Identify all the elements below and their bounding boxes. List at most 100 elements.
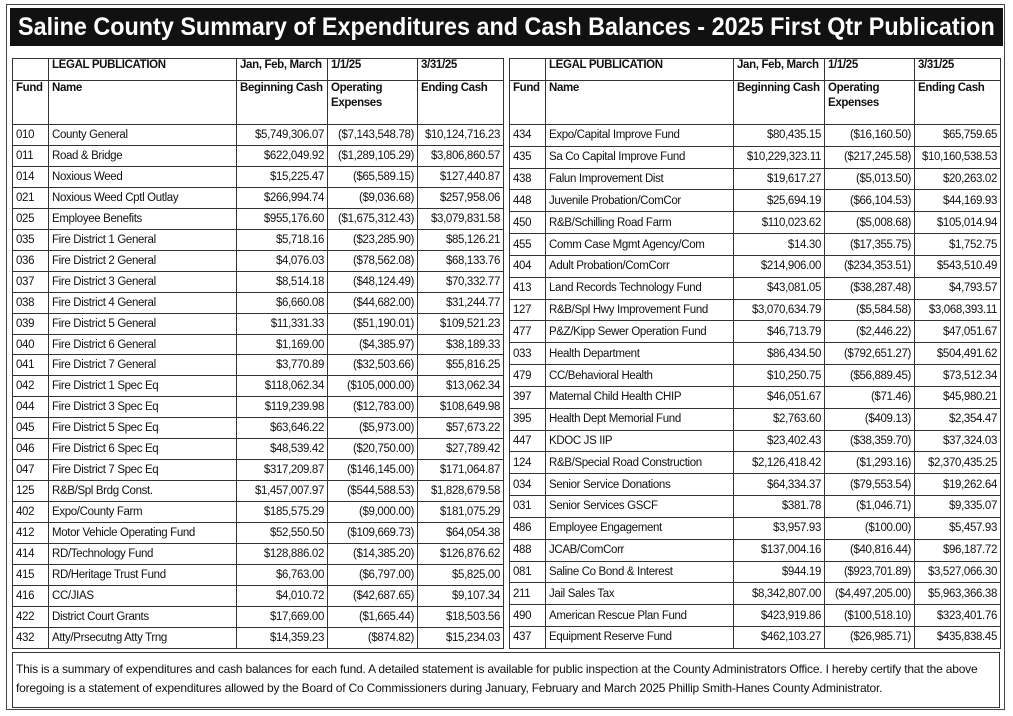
fund-row: 011 Road & Bridge $622,049.92 ($1,289,105.2… (12, 144, 504, 167)
amount-cell: ($409.13) (824, 407, 915, 431)
text-cell: 014 (12, 165, 49, 188)
text-cell: Fire District 3 General (48, 270, 237, 293)
amount-cell: $126,876.62 (417, 543, 504, 566)
amount-cell: ($65,589.15) (327, 165, 418, 188)
header-cell (509, 58, 546, 81)
amount-cell: $13,062.34 (417, 375, 504, 398)
fund-row: 437 Equipment Reserve Fund $462,103.27 ($26… (509, 626, 1001, 649)
header-cell: LEGAL PUBLICATION (48, 58, 237, 81)
amount-cell: $119,239.98 (236, 396, 328, 419)
amount-cell: ($78,562.08) (327, 249, 418, 272)
amount-cell: $3,068,393.11 (914, 298, 1001, 322)
fund-row: 435 Sa Co Capital Improve Fund $10,229,323… (509, 145, 1001, 169)
fund-row: 035 Fire District 1 General $5,718.16 ($23,… (12, 228, 504, 251)
amount-cell: ($7,143,548.78) (327, 124, 418, 146)
text-cell: R&B/Special Road Construction (545, 451, 734, 475)
fund-row: 402 Expo/County Farm $185,575.29 ($9,000.00… (12, 501, 504, 524)
amount-cell: ($923,701.89) (824, 560, 915, 584)
fund-row: 044 Fire District 3 Spec Eq $119,239.98 ($1… (12, 396, 504, 419)
text-cell: R&B/Schilling Road Farm (545, 211, 734, 235)
header-cell: Jan, Feb, March (733, 58, 825, 81)
fund-row: 046 Fire District 6 Spec Eq $48,539.42 ($20… (12, 438, 504, 461)
text-cell: Expo/County Farm (48, 501, 237, 524)
amount-cell: $105,014.94 (914, 211, 1001, 235)
amount-cell: ($5,584.58) (824, 298, 915, 322)
text-cell: 486 (509, 516, 546, 540)
amount-cell: ($5,013.50) (824, 167, 915, 191)
fund-table: LEGAL PUBLICATION Jan, Feb, March 1/1/25 3/… (12, 58, 504, 649)
amount-cell: $109,521.23 (417, 312, 504, 335)
amount-cell: $64,334.37 (733, 473, 825, 497)
amount-cell: $65,759.65 (914, 124, 1001, 147)
text-cell: 412 (12, 522, 49, 545)
amount-cell: $5,963,366.38 (914, 582, 1001, 606)
amount-cell: $3,957.93 (733, 516, 825, 540)
amount-cell: ($17,355.75) (824, 233, 915, 256)
amount-cell: $64,054.38 (417, 522, 504, 545)
text-cell: Sa Co Capital Improve Fund (545, 145, 734, 169)
header-cell: Ending Cash (914, 80, 1001, 125)
amount-cell: ($4,385.97) (327, 333, 418, 356)
amount-cell: ($9,000.00) (327, 501, 418, 524)
amount-cell: ($4,497,205.00) (824, 582, 915, 606)
fund-row: 010 County General $5,749,306.07 ($7,143,54… (12, 124, 504, 146)
fund-row: 477 P&Z/Kipp Sewer Operation Fund $46,713.… (509, 320, 1001, 344)
text-cell: P&Z/Kipp Sewer Operation Fund (545, 320, 734, 344)
amount-cell: $381.78 (733, 495, 825, 518)
amount-cell: $19,617.27 (733, 167, 825, 191)
header-row: LEGAL PUBLICATION Jan, Feb, March 1/1/25 3/… (509, 58, 1001, 81)
header-cell: Operating Expenses (824, 80, 915, 125)
text-cell: 038 (12, 291, 49, 314)
text-cell: 039 (12, 312, 49, 335)
amount-cell: $9,107.34 (417, 584, 504, 607)
amount-cell: $2,126,418.42 (733, 451, 825, 475)
amount-cell: $73,512.34 (914, 364, 1001, 387)
amount-cell: $43,081.05 (733, 276, 825, 300)
header-cell: LEGAL PUBLICATION (545, 58, 734, 81)
table-body: 434 Expo/Capital Improve Fund $80,435.15 ($… (509, 124, 1001, 649)
amount-cell: $6,763.00 (236, 564, 328, 586)
text-cell: RD/Technology Fund (48, 543, 237, 566)
text-cell: Employee Engagement (545, 516, 734, 540)
amount-cell: $8,514.18 (236, 270, 328, 293)
fund-row: 014 Noxious Weed $15,225.47 ($65,589.15) $12… (12, 165, 504, 188)
amount-cell: $20,263.02 (914, 167, 1001, 191)
text-cell: Equipment Reserve Fund (545, 626, 734, 649)
fund-row: 034 Senior Service Donations $64,334.37 ($7… (509, 473, 1001, 497)
text-cell: Adult Probation/ComCorr (545, 254, 734, 278)
fund-row: 450 R&B/Schilling Road Farm $110,023.62 ($5… (509, 211, 1001, 235)
amount-cell: ($66,104.53) (824, 189, 915, 213)
text-cell: 414 (12, 543, 49, 566)
header-cell: Jan, Feb, March (236, 58, 328, 81)
fund-row: 038 Fire District 4 General $6,660.08 ($44,… (12, 291, 504, 314)
fund-row: 037 Fire District 3 General $8,514.18 ($48,… (12, 270, 504, 293)
amount-cell: ($109,669.73) (327, 522, 418, 545)
amount-cell: ($26,985.71) (824, 626, 915, 649)
amount-cell: $45,980.21 (914, 385, 1001, 409)
amount-cell: $3,527,066.30 (914, 560, 1001, 584)
fund-row: 036 Fire District 2 General $4,076.03 ($78,… (12, 249, 504, 272)
text-cell: 435 (509, 145, 546, 169)
text-cell: Falun Improvement Dist (545, 167, 734, 191)
text-cell: 422 (12, 605, 49, 628)
text-cell: 034 (509, 473, 546, 497)
text-cell: Noxious Weed (48, 165, 237, 188)
amount-cell: ($71.46) (824, 385, 915, 409)
fund-row: 081 Saline Co Bond & Interest $944.19 ($923… (509, 560, 1001, 584)
fund-row: 021 Noxious Weed Cptl Outlay $266,994.74 ($… (12, 186, 504, 209)
amount-cell: $96,187.72 (914, 538, 1001, 562)
text-cell: 044 (12, 396, 49, 419)
amount-cell: ($51,190.01) (327, 312, 418, 335)
text-cell: Employee Benefits (48, 207, 237, 230)
amount-cell: $2,354.47 (914, 407, 1001, 431)
text-cell: 036 (12, 249, 49, 272)
amount-cell: $55,816.25 (417, 354, 504, 377)
amount-cell: $4,793.57 (914, 276, 1001, 300)
amount-cell: $10,250.75 (733, 364, 825, 387)
amount-cell: $85,126.21 (417, 228, 504, 251)
amount-cell: $4,010.72 (236, 584, 328, 607)
amount-cell: $31,244.77 (417, 291, 504, 314)
amount-cell: $27,789.42 (417, 438, 504, 461)
amount-cell: $46,713.79 (733, 320, 825, 344)
amount-cell: $37,324.03 (914, 429, 1001, 453)
